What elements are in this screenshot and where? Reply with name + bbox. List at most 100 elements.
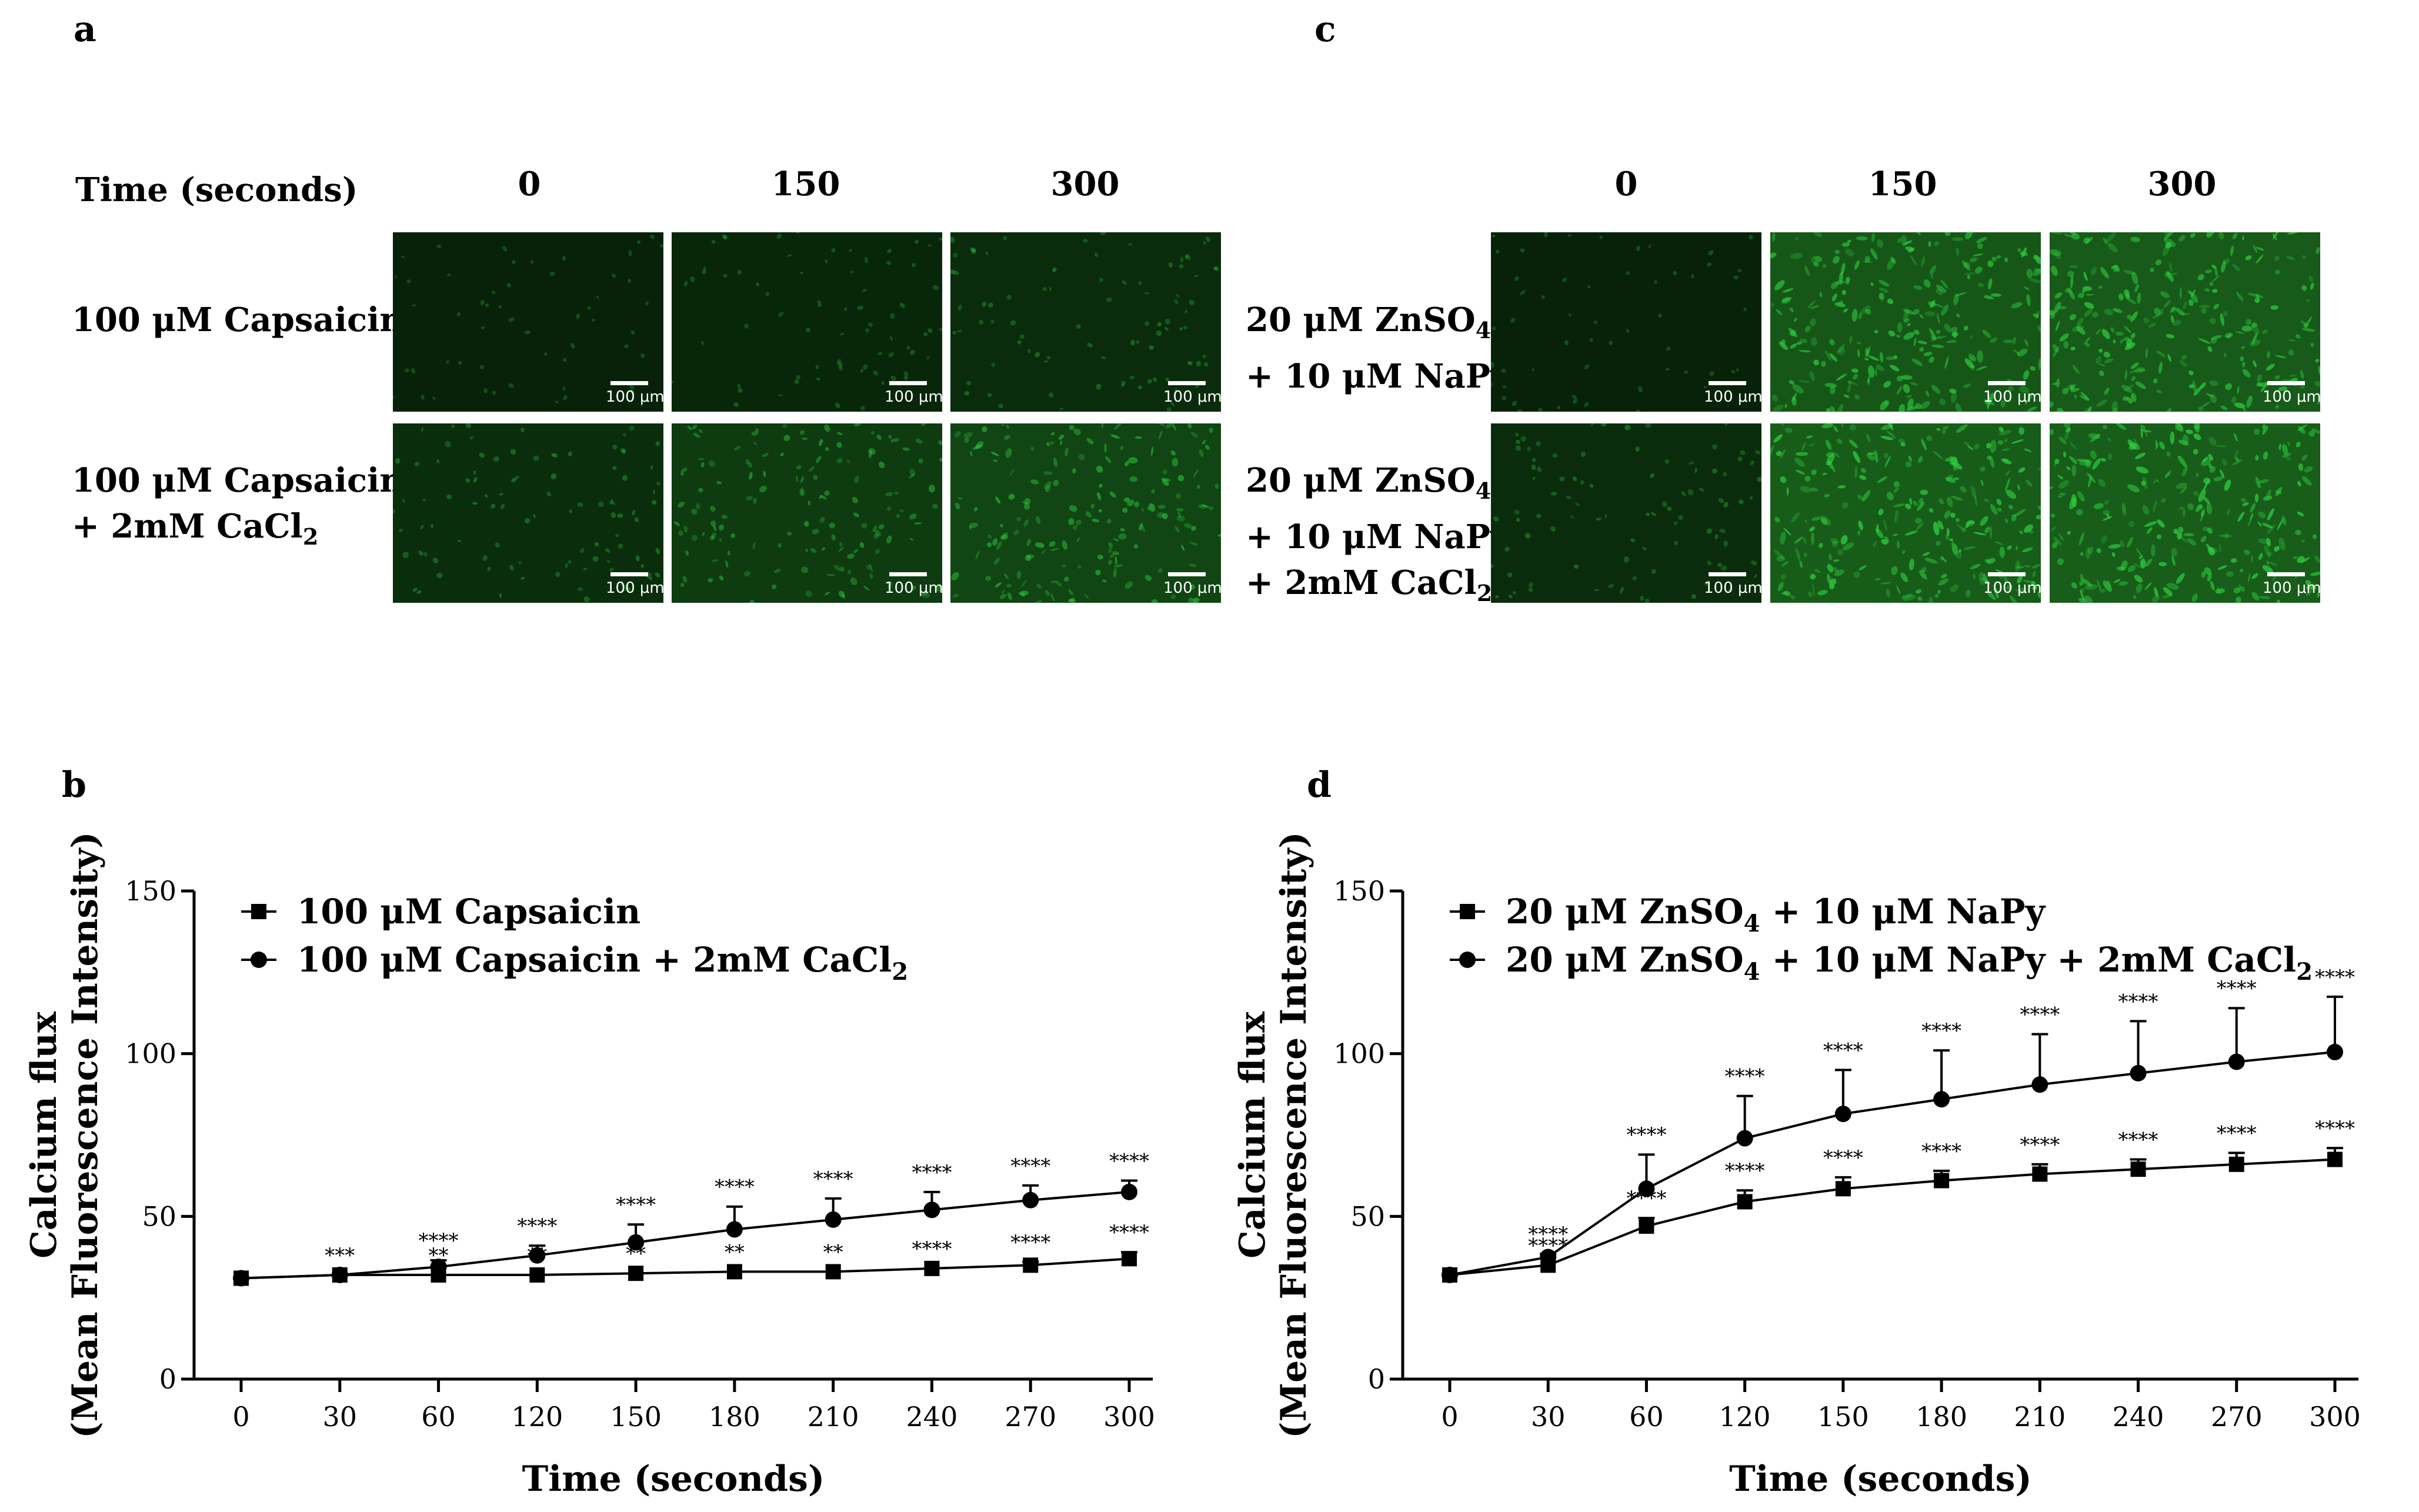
legend-marker: [251, 904, 266, 919]
legend-label: 20 μM ZnSO4 + 10 μM NaPy + 2mM CaCl2: [1506, 940, 2313, 986]
scale-bar-line: [1709, 572, 1746, 576]
series-line: [1449, 1050, 2335, 1276]
scale-bar-line: [2267, 381, 2305, 385]
data-point: [825, 1264, 841, 1280]
data-point: [1934, 1173, 1950, 1189]
x-tick-label: 150: [610, 1401, 662, 1433]
legend-label: 100 μM Capsaicin + 2mM CaCl2: [297, 940, 908, 986]
y-tick-label: 150: [1333, 875, 1385, 907]
micrograph: 100 μm: [393, 232, 663, 412]
significance-label: ****: [517, 1214, 557, 1238]
significance-label: ****: [1921, 1140, 1961, 1163]
data-point: [825, 1211, 842, 1228]
significance-label: ****: [419, 1229, 459, 1253]
scale-bar-label: 100 μm: [606, 579, 663, 597]
significance-label: ****: [1109, 1221, 1149, 1244]
significance-label: ****: [1010, 1154, 1050, 1178]
scale-bar: 100 μm: [606, 381, 663, 406]
x-tick-label: 120: [1719, 1401, 1771, 1433]
series-line: [1449, 1158, 2335, 1276]
micrograph: 100 μm: [950, 232, 1221, 412]
row-label-znso4-napy-cacl2: 20 μM ZnSO4 + 10 μM NaPy + 2mM CaCl2: [1246, 461, 1510, 607]
scale-bar-label: 100 μm: [2263, 579, 2320, 597]
micrograph: 100 μm: [1491, 423, 1761, 603]
data-point: [2032, 1166, 2048, 1182]
x-tick-label: 180: [709, 1401, 760, 1433]
significance-label: ****: [1010, 1231, 1050, 1254]
legend-label: 100 μM Capsaicin: [297, 892, 640, 932]
scale-bar-line: [889, 381, 927, 385]
significance-label: ****: [1823, 1146, 1863, 1170]
micrograph: 100 μm: [1770, 423, 2041, 603]
data-point: [1121, 1183, 1137, 1200]
row-label-capsaicin: 100 μM Capsaicin: [72, 301, 404, 339]
data-point: [233, 1270, 249, 1287]
legend-marker: [1459, 952, 1476, 968]
significance-label: ****: [912, 1237, 952, 1261]
time-header-300: 300: [1050, 165, 1120, 203]
data-point: [1736, 1130, 1753, 1147]
significance-label: ****: [2217, 977, 2257, 1000]
scale-bar: 100 μm: [1983, 572, 2041, 597]
chart-d-calcium-flux: 0 50 100 150 0 30 60 120 150 180 210 240 270 300 Time …: [1232, 832, 2361, 1500]
x-tick-label: 0: [232, 1401, 249, 1433]
data-point: [1933, 1091, 1950, 1108]
micrograph: 100 μm: [2050, 232, 2320, 412]
data-point: [628, 1266, 644, 1281]
micrograph: 100 μm: [393, 423, 663, 603]
y-axis-label-units: (Mean Fluorescence Intensity): [65, 832, 106, 1438]
x-tick-label: 30: [323, 1401, 358, 1433]
x-tick-label: 210: [808, 1401, 859, 1433]
significance-label: ****: [2217, 1122, 2257, 1145]
scale-bar: 100 μm: [1704, 572, 1761, 597]
significance-label: ****: [1725, 1065, 1765, 1089]
data-point: [2130, 1161, 2146, 1177]
data-point: [1022, 1191, 1039, 1209]
series-1: **** **** **** **** **** **** **** ****: [233, 1149, 1149, 1287]
y-tick-label: 50: [1350, 1200, 1385, 1232]
significance-label: ****: [2020, 1133, 2060, 1157]
row-label-capsaicin-cacl2: 100 μM Capsaicin + 2mM CaCl2: [72, 461, 404, 550]
time-header-300: 300: [2147, 165, 2217, 203]
data-point: [1442, 1266, 1458, 1283]
significance-label: ****: [715, 1176, 755, 1199]
micrograph: 100 μm: [1770, 232, 2041, 412]
scale-bar-line: [889, 572, 927, 576]
data-point: [726, 1221, 743, 1238]
scale-bar-line: [2267, 572, 2305, 576]
scale-bar-line: [1988, 381, 2026, 385]
series-0: *************************: [233, 1221, 1149, 1286]
time-header-0: 0: [1614, 165, 1638, 203]
x-tick-label: 120: [511, 1401, 563, 1433]
data-point: [2130, 1064, 2147, 1082]
scale-bar-label: 100 μm: [1704, 388, 1761, 406]
x-tick-label: 30: [1531, 1401, 1566, 1433]
scale-bar-line: [610, 381, 648, 385]
data-point: [1122, 1251, 1137, 1267]
significance-label: ****: [1725, 1159, 1765, 1183]
x-tick-label: 300: [1103, 1401, 1155, 1433]
x-tick-label: 300: [2309, 1401, 2361, 1433]
scale-bar-label: 100 μm: [1704, 579, 1761, 597]
data-point: [430, 1259, 447, 1276]
significance-label: ****: [912, 1161, 952, 1184]
scale-bar: 100 μm: [606, 572, 663, 597]
x-tick-label: 240: [906, 1401, 958, 1433]
significance-label: ****: [616, 1193, 656, 1217]
scale-bar: 100 μm: [1163, 572, 1221, 597]
x-tick-label: 270: [1005, 1401, 1056, 1433]
x-tick-label: 210: [2014, 1401, 2066, 1433]
y-tick-label: 0: [1368, 1363, 1385, 1395]
y-tick-label: 150: [125, 875, 176, 907]
scale-bar: 100 μm: [1163, 381, 1221, 406]
legend-marker: [1460, 904, 1475, 919]
significance-label: ****: [1921, 1019, 1961, 1043]
x-tick-label: 60: [1629, 1401, 1664, 1433]
row-label-znso4-napy: 20 μM ZnSO4 + 10 μM NaPy: [1246, 301, 1510, 396]
x-axis-label: Time (seconds): [1729, 1458, 2032, 1500]
scale-bar: 100 μm: [1983, 381, 2041, 406]
data-point: [2327, 1151, 2343, 1167]
micrograph: 100 μm: [950, 423, 1221, 603]
significance-label: **: [823, 1240, 843, 1264]
series-line: [241, 1257, 1130, 1280]
